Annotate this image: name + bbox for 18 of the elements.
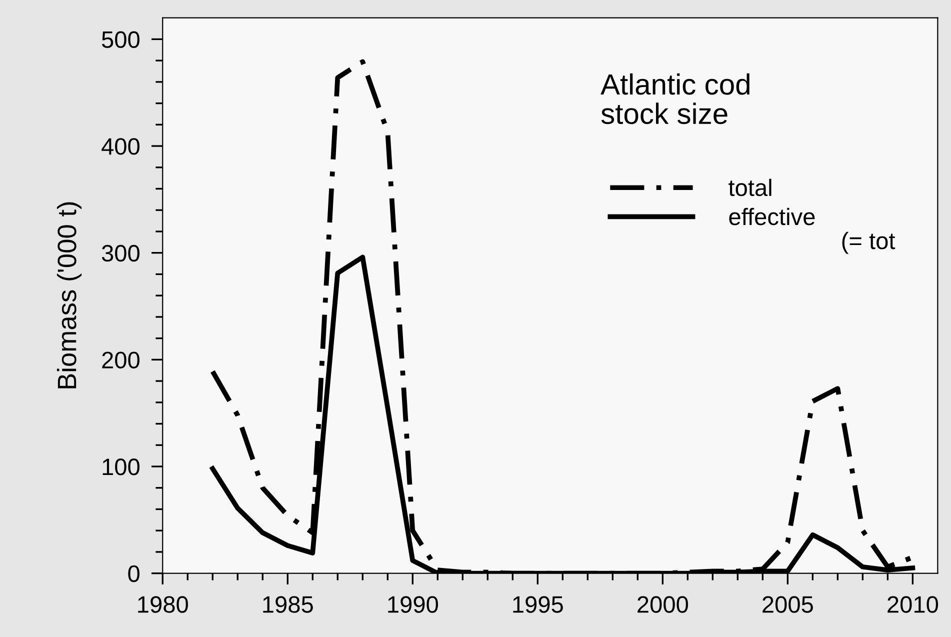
legend-label: effective — [729, 208, 815, 226]
x-tick-label: 1980 — [138, 596, 188, 613]
x-tick-label: 1995 — [513, 596, 563, 613]
y-tick-label: 200 — [102, 352, 140, 368]
x-tick-label: 2005 — [762, 596, 813, 613]
y-tick-label: 500 — [102, 31, 140, 48]
y-tick-label: 100 — [102, 458, 140, 476]
x-tick-label: 2000 — [638, 596, 688, 613]
y-tick-label: 400 — [102, 138, 140, 155]
legend-label: total — [728, 178, 772, 196]
x-tick-label: 1985 — [263, 596, 313, 613]
x-tick-label: 2010 — [888, 596, 938, 613]
x-tick-label: 1990 — [388, 596, 438, 613]
y-axis-title: Biomass ('000 t) — [56, 202, 82, 388]
annotation: (= tot — [842, 232, 896, 254]
y-tick-label: 300 — [102, 244, 140, 262]
annotation: Atlantic cod stock size — [600, 73, 750, 124]
y-tick-label: 0 — [128, 565, 140, 582]
